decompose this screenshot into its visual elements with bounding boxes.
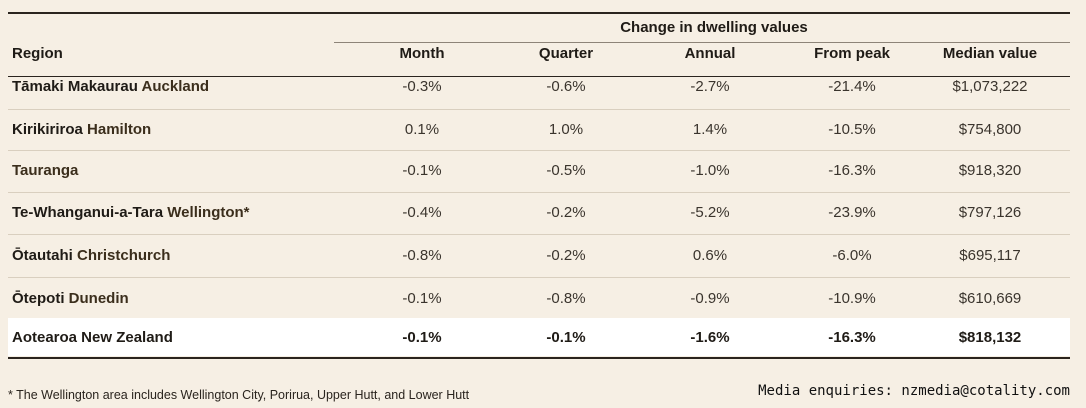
month-cell: 0.1% [404, 121, 440, 138]
region-maori-name: Tāmaki Makaurau [12, 78, 138, 95]
from-peak-cell: -21.4% [828, 78, 876, 95]
month-cell: -0.4% [402, 204, 442, 221]
group-header: Change in dwelling values [620, 19, 808, 36]
total-row: Aotearoa New Zealand -0.1% -0.1% -1.6% -… [8, 318, 1070, 356]
annual-cell: -1.0% [690, 162, 730, 179]
region-cell: Ōtautahi Christchurch [12, 247, 170, 264]
annual-cell: -5.2% [690, 204, 730, 221]
median-value-cell: $918,320 [958, 162, 1022, 179]
from-peak-cell: -16.3% [828, 162, 876, 179]
month-cell: -0.3% [402, 78, 442, 95]
total-from-peak-cell: -16.3% [828, 329, 876, 346]
table-row: Kirikiriroa Hamilton 0.1% 1.0% 1.4% -10.… [8, 109, 1070, 150]
header-region: Region [12, 45, 63, 62]
total-quarter-cell: -0.1% [546, 329, 586, 346]
table-row: Ōtautahi Christchurch -0.8% -0.2% 0.6% -… [8, 235, 1070, 276]
table-row: Ōtepoti Dunedin -0.1% -0.8% -0.9% -10.9%… [8, 278, 1070, 319]
row-divider [8, 150, 1070, 151]
region-city-name: Christchurch [77, 247, 171, 264]
region-maori-name: Ōtautahi [12, 247, 73, 264]
table-row: Tauranga -0.1% -0.5% -1.0% -16.3% $918,3… [8, 150, 1070, 191]
region-cell: Te-Whanganui-a-Tara Wellington* [12, 204, 250, 221]
table-row: Tāmaki Makaurau Auckland -0.3% -0.6% -2.… [8, 66, 1070, 107]
quarter-cell: -0.6% [546, 78, 586, 95]
header-median-value: Median value [942, 45, 1038, 62]
media-contact[interactable]: Media enquiries: nzmedia@cotality.com [758, 383, 1070, 399]
total-median-value-cell: $818,132 [958, 329, 1022, 346]
month-cell: -0.1% [402, 290, 442, 307]
row-divider [8, 234, 1070, 235]
region-cell: Ōtepoti Dunedin [12, 290, 129, 307]
region-cell: Kirikiriroa Hamilton [12, 121, 151, 138]
header-month: Month [399, 45, 445, 62]
footnote: * The Wellington area includes Wellingto… [8, 388, 470, 402]
total-region-cell: Aotearoa New Zealand [12, 329, 173, 346]
region-cell: Tāmaki Makaurau Auckland [12, 78, 209, 95]
month-cell: -0.8% [402, 247, 442, 264]
header-rule [8, 76, 1070, 77]
row-divider [8, 109, 1070, 110]
region-cell: Tauranga [12, 162, 78, 179]
month-cell: -0.1% [402, 162, 442, 179]
median-value-cell: $754,800 [958, 121, 1022, 138]
region-city-name: Dunedin [68, 290, 129, 307]
table-bottom-rule [8, 357, 1070, 359]
region-city-name: Auckland [141, 78, 210, 95]
quarter-cell: 1.0% [548, 121, 584, 138]
header-quarter: Quarter [538, 45, 594, 62]
annual-cell: -0.9% [690, 290, 730, 307]
table-row: Te-Whanganui-a-Tara Wellington* -0.4% -0… [8, 192, 1070, 233]
region-city-name: Hamilton [87, 121, 152, 138]
group-header-rule [334, 42, 1070, 43]
annual-cell: -2.7% [690, 78, 730, 95]
median-value-cell: $695,117 [959, 247, 1021, 264]
row-divider [8, 192, 1070, 193]
median-value-cell: $797,126 [958, 204, 1022, 221]
annual-cell: 0.6% [692, 247, 728, 264]
row-divider [8, 277, 1070, 278]
header-annual: Annual [684, 45, 736, 62]
table-top-rule [8, 12, 1070, 14]
table-header-row: Region Month Quarter Annual From peak Me… [8, 44, 1070, 76]
region-maori-name: Ōtepoti [12, 290, 65, 307]
region-maori-name: Kirikiriroa [12, 121, 83, 138]
annual-cell: 1.4% [692, 121, 728, 138]
region-city-name: Wellington* [167, 204, 250, 221]
total-month-cell: -0.1% [402, 329, 442, 346]
from-peak-cell: -10.9% [828, 290, 876, 307]
median-value-cell: $1,073,222 [952, 78, 1028, 95]
from-peak-cell: -23.9% [828, 204, 876, 221]
quarter-cell: -0.8% [546, 290, 586, 307]
from-peak-cell: -6.0% [832, 247, 872, 264]
quarter-cell: -0.5% [546, 162, 586, 179]
median-value-cell: $610,669 [958, 290, 1022, 307]
header-from-peak: From peak [814, 45, 890, 62]
region-city-name: Tauranga [12, 162, 79, 179]
total-annual-cell: -1.6% [690, 329, 730, 346]
quarter-cell: -0.2% [546, 247, 586, 264]
from-peak-cell: -10.5% [828, 121, 876, 138]
quarter-cell: -0.2% [546, 204, 586, 221]
region-maori-name: Te-Whanganui-a-Tara [12, 204, 164, 221]
